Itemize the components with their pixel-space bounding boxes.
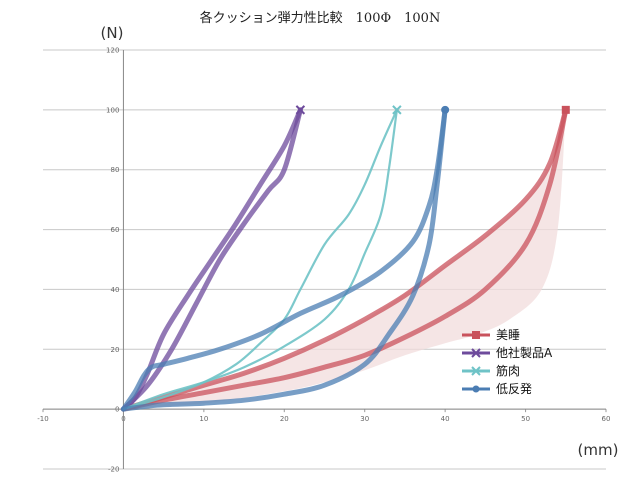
y-tick-label: 80 (111, 166, 120, 174)
legend-marker-x-b (471, 348, 481, 358)
series-line-1-unloading (120, 107, 303, 412)
legend-marker-square (472, 331, 480, 339)
y-axis-label: (N) (101, 24, 124, 42)
bands (123, 109, 566, 410)
y-tick-label: 20 (111, 346, 120, 354)
legend-item-0: 美睡 (462, 328, 520, 342)
legend-label: 低反発 (496, 382, 532, 396)
x-tick-label: 40 (441, 415, 450, 423)
series-line-3-unloading (120, 107, 448, 412)
x-tick-label: 50 (521, 415, 530, 423)
series-marker-3 (441, 105, 450, 114)
legend-label: 美睡 (496, 328, 520, 342)
series-line-0-loading (120, 107, 569, 412)
legend-item-3: 低反発 (462, 382, 532, 396)
y-tick-label: 120 (106, 47, 119, 55)
series-line-0-unloading (120, 107, 569, 412)
x-tick-label: 10 (199, 415, 208, 423)
chart-title: 各クッション弾力性比較 100Φ 100N (200, 10, 441, 26)
series-line-2-loading (122, 108, 398, 411)
x-tick-label: 20 (280, 415, 289, 423)
y-tick-label: -20 (108, 466, 119, 474)
series-marker-1-b (295, 105, 306, 115)
x-tick-label: 30 (360, 415, 369, 423)
legend-marker-circle (472, 385, 480, 393)
series-line-3-loading (120, 107, 448, 412)
legend-label: 筋肉 (496, 363, 520, 378)
x-axis-label: (mm) (578, 441, 619, 459)
y-tick-label: 40 (111, 286, 120, 294)
legend-item-2: 筋肉 (462, 363, 520, 378)
legend-item-1: 他社製品A (462, 345, 553, 360)
series-marker-0 (561, 105, 570, 114)
series-band-0 (123, 109, 566, 410)
series-line-2-unloading (122, 108, 398, 411)
series-line-1-loading (120, 107, 303, 412)
legend-label: 他社製品A (496, 345, 553, 360)
series-marker-2-b (392, 105, 402, 115)
series-lines (120, 105, 570, 412)
x-tick-label: 60 (602, 415, 611, 423)
y-tick-label: 100 (106, 106, 119, 114)
legend-marker-x-b (471, 366, 481, 376)
x-tick-label: -10 (37, 415, 48, 423)
y-tick-label: 60 (111, 226, 120, 234)
